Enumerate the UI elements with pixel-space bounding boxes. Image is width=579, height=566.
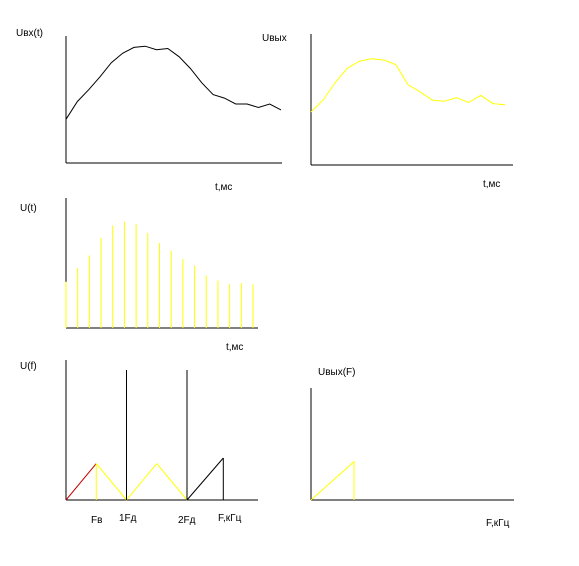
panel-output-signal: Uвых t,мс (262, 33, 513, 190)
lobe2-rise (186, 457, 224, 501)
baseband-rise-red (65, 463, 97, 501)
panel-sampled-signal: U(t) t,мс (20, 198, 258, 353)
sample-lines (65, 221, 254, 328)
tick-label-2fd: 2Fд (178, 515, 196, 526)
lobe1-fall (156, 463, 188, 501)
sampled-y-label: U(t) (20, 203, 37, 214)
input-signal-curve (65, 45, 282, 120)
spectrum-lines (65, 370, 224, 501)
output-spectrum-y-label: Uвых(F) (318, 367, 356, 378)
input-x-label: t,мс (215, 182, 232, 193)
output-spectrum-lines (310, 460, 355, 501)
tick-label-f-axis: F,кГц (218, 513, 242, 524)
input-y-label: Uвх(t) (16, 28, 43, 39)
panel-input-signal: Uвх(t) t,мс (16, 28, 282, 193)
output-spectrum-x-label: F,кГц (486, 518, 510, 529)
sampled-x-label: t,мс (226, 342, 243, 353)
output-x-label: t,мс (483, 179, 500, 190)
baseband-fall (95, 463, 127, 501)
panel-output-spectrum: Uвых(F) F,кГц (310, 367, 514, 529)
lobe1-rise (126, 463, 158, 501)
output-signal-curve (310, 58, 506, 113)
output-y-label: Uвых (262, 33, 287, 44)
tick-label-1fd: 1Fд (119, 513, 137, 524)
tick-label-fb: Fв (91, 515, 102, 526)
spectrum-y-label: U(f) (20, 361, 37, 372)
panel-input-spectrum: U(f) Fв 1Fд 2Fд F,кГц (20, 360, 258, 526)
output-spectrum-curve (310, 460, 355, 501)
